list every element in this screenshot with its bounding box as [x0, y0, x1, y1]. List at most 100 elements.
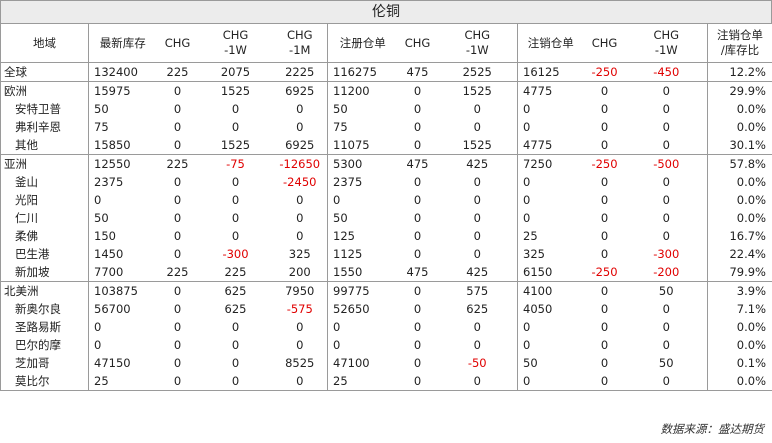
registered-cell: 0 — [327, 191, 398, 209]
region-cell: 圣路易斯 — [0, 318, 89, 336]
ratio-cell: 0.0% — [707, 173, 772, 191]
chg-1m-cell: 200 — [288, 265, 311, 279]
reg-chg-cell: 0 — [397, 81, 438, 100]
ratio-cell: 3.9% — [707, 281, 772, 300]
table-row: 其他 15850 0 1525 6925 11075 0 1525 4775 0 0 30.1% — [0, 136, 772, 155]
table-row: 圣路易斯 0 0 0 0 0 0 0 0 0 0 0.0% — [0, 318, 772, 336]
inventory-table: 地域 最新库存 CHG CHG -1W CHG -1M 注册仓单 CHG CHG -1… — [0, 23, 772, 391]
can-chg-1w-cell: 0 — [662, 229, 670, 243]
reg-chg-1w-cell: 0 — [473, 102, 481, 116]
chg-cell: 0 — [173, 247, 182, 261]
chg-1m-cell: 0 — [296, 338, 304, 352]
latest-stock-cell: 0 — [88, 191, 157, 209]
ratio-cell: 0.0% — [707, 372, 772, 391]
chg-1m-cell: 6925 — [285, 138, 315, 152]
can-chg-cell: -250 — [583, 62, 626, 82]
chg-cell: 0 — [156, 81, 199, 100]
reg-chg-1w-cell: 425 — [466, 265, 489, 279]
registered-cell: 11075 — [327, 136, 398, 155]
reg-chg-1w-cell: 575 — [437, 281, 518, 300]
reg-chg-1w-cell: 0 — [473, 338, 481, 352]
chg-1w-cell: 625 — [198, 281, 273, 300]
ratio-cell: 22.4% — [707, 245, 772, 263]
latest-stock-cell: 7700 — [88, 263, 157, 282]
region-cell: 芝加哥 — [0, 354, 89, 372]
can-chg-1w-cell: 0 — [662, 338, 670, 352]
reg-chg-1w-cell: -50 — [467, 356, 487, 370]
can-chg-cell: 0 — [600, 138, 609, 152]
ratio-cell: 7.1% — [707, 300, 772, 318]
cancelled-cell: 0 — [517, 318, 584, 336]
cancelled-cell: 4050 — [517, 300, 584, 318]
can-chg-1w-cell: 0 — [625, 81, 708, 100]
can-chg-cell: -250 — [591, 265, 618, 279]
chg-cell: 0 — [173, 211, 182, 225]
data-source-note: 数据来源：盛达期货 — [660, 422, 765, 436]
registered-cell: 50 — [327, 209, 398, 227]
latest-stock-cell: 150 — [88, 227, 157, 245]
chg-1w-cell: 1525 — [198, 81, 273, 100]
can-chg-cell: 0 — [600, 120, 609, 134]
cancelled-cell: 25 — [517, 227, 584, 245]
header-reg-chg-1w: CHG -1W — [437, 23, 518, 63]
reg-chg-cell: 0 — [413, 302, 422, 316]
ratio-cell: 79.9% — [707, 263, 772, 282]
table-row: 北美洲 103875 0 625 7950 99775 0 575 4100 0 50 3.9% — [0, 281, 772, 300]
header-cancelled: 注销仓单 — [517, 23, 584, 63]
latest-stock-cell: 47150 — [88, 354, 157, 372]
can-chg-1w-cell: 0 — [662, 102, 670, 116]
can-chg-cell: 0 — [600, 193, 609, 207]
reg-chg-1w-cell: 0 — [473, 211, 481, 225]
registered-cell: 0 — [327, 318, 398, 336]
reg-chg-cell: 0 — [413, 356, 422, 370]
reg-chg-1w-cell: 425 — [437, 154, 518, 173]
can-chg-cell: 0 — [600, 302, 609, 316]
latest-stock-cell: 1450 — [88, 245, 157, 263]
can-chg-cell: 0 — [600, 102, 609, 116]
chg-cell: 0 — [173, 138, 182, 152]
registered-cell: 125 — [327, 227, 398, 245]
chg-1w-cell: 2075 — [198, 62, 273, 82]
cancelled-cell: 0 — [517, 118, 584, 136]
chg-1w-cell: 0 — [231, 193, 240, 207]
region-cell: 新加坡 — [0, 263, 89, 282]
chg-cell: 0 — [173, 229, 182, 243]
chg-1w-cell: 625 — [224, 302, 247, 316]
can-chg-1w-cell: 0 — [662, 175, 670, 189]
header-latest-stock: 最新库存 — [88, 23, 157, 63]
can-chg-cell: 0 — [600, 229, 609, 243]
registered-cell: 5300 — [327, 154, 398, 173]
chg-1w-cell: 0 — [231, 338, 240, 352]
reg-chg-1w-cell: 0 — [437, 372, 518, 391]
reg-chg-cell: 0 — [413, 138, 422, 152]
can-chg-cell: 0 — [600, 356, 609, 370]
registered-cell: 1125 — [327, 245, 398, 263]
cancelled-cell: 0 — [517, 173, 584, 191]
chg-cell: 225 — [156, 62, 199, 82]
chg-1m-cell: 0 — [296, 211, 304, 225]
chg-1w-cell: 225 — [224, 265, 247, 279]
chg-1m-cell: 325 — [288, 247, 311, 261]
registered-cell: 25 — [327, 372, 398, 391]
latest-stock-cell: 50 — [88, 100, 157, 118]
region-cell: 欧洲 — [0, 81, 89, 100]
chg-1m-cell: 0 — [296, 193, 304, 207]
chg-cell: 0 — [173, 175, 182, 189]
region-cell: 亚洲 — [0, 154, 89, 173]
can-chg-cell: 0 — [583, 372, 626, 391]
chg-1w-cell: 0 — [231, 120, 240, 134]
ratio-cell: 16.7% — [707, 227, 772, 245]
reg-chg-cell: 0 — [413, 229, 422, 243]
chg-1w-cell: 0 — [231, 211, 240, 225]
table-row: 新奥尔良 56700 0 625 -575 52650 0 625 4050 0 0 7.1% — [0, 300, 772, 318]
reg-chg-1w-cell: 625 — [466, 302, 489, 316]
chg-1w-cell: -75 — [198, 154, 273, 173]
can-chg-cell: 0 — [583, 81, 626, 100]
region-cell: 釜山 — [0, 173, 89, 191]
latest-stock-cell: 56700 — [88, 300, 157, 318]
chg-cell: 0 — [156, 281, 199, 300]
region-cell: 巴尔的摩 — [0, 336, 89, 354]
latest-stock-cell: 50 — [88, 209, 157, 227]
chg-cell: 225 — [166, 265, 189, 279]
chg-1m-cell: 0 — [296, 229, 304, 243]
